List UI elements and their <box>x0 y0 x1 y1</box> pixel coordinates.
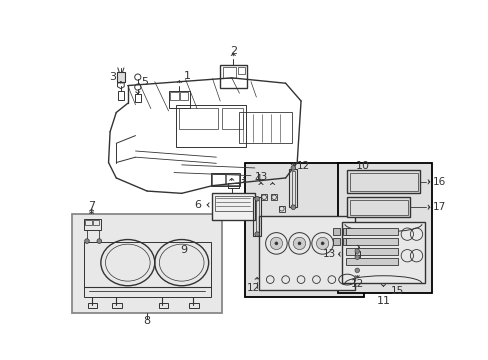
Text: 13: 13 <box>322 249 335 259</box>
Bar <box>84 242 210 297</box>
Bar <box>261 194 266 200</box>
Bar <box>179 108 218 130</box>
Bar <box>278 206 285 212</box>
Circle shape <box>270 237 282 249</box>
Bar <box>346 197 409 217</box>
Bar <box>112 303 122 308</box>
Circle shape <box>354 268 359 273</box>
Circle shape <box>290 166 295 170</box>
Bar <box>270 194 277 200</box>
Bar <box>337 163 431 293</box>
Bar <box>117 72 124 82</box>
Bar <box>345 248 397 255</box>
Text: 12: 12 <box>350 279 363 289</box>
Bar <box>189 303 198 308</box>
Circle shape <box>316 237 328 249</box>
Bar <box>332 228 339 235</box>
Circle shape <box>254 232 259 237</box>
Circle shape <box>293 237 305 249</box>
Bar <box>342 238 349 245</box>
Bar <box>212 174 224 185</box>
Circle shape <box>290 205 295 210</box>
Text: 14: 14 <box>364 242 377 252</box>
Bar <box>180 93 187 100</box>
Bar <box>345 258 397 265</box>
Text: 9: 9 <box>180 244 187 255</box>
Bar <box>87 303 97 308</box>
Bar <box>85 220 92 225</box>
Bar <box>345 238 397 245</box>
Circle shape <box>354 255 359 260</box>
Bar <box>354 251 359 257</box>
Text: 13: 13 <box>254 172 267 182</box>
Text: 16: 16 <box>432 177 445 187</box>
Bar <box>158 303 167 308</box>
Bar <box>349 172 417 191</box>
Bar <box>212 193 254 220</box>
Circle shape <box>297 242 301 245</box>
Text: 8: 8 <box>143 316 150 326</box>
Text: 12: 12 <box>296 161 309 171</box>
Bar <box>345 228 397 235</box>
Bar <box>168 91 190 108</box>
Bar <box>220 65 246 88</box>
Bar <box>214 195 252 211</box>
Bar <box>71 214 221 313</box>
Text: 3: 3 <box>109 72 117 82</box>
Circle shape <box>97 239 102 243</box>
Bar <box>346 170 420 193</box>
Text: 17: 17 <box>432 202 445 212</box>
Bar <box>238 67 244 74</box>
Text: 12: 12 <box>246 283 260 293</box>
Bar <box>226 174 238 185</box>
Text: 10: 10 <box>355 161 369 171</box>
Bar <box>176 105 245 147</box>
Bar <box>258 216 354 289</box>
Text: 11: 11 <box>376 296 390 306</box>
Bar <box>222 67 236 78</box>
Bar <box>341 222 424 283</box>
Bar <box>170 93 179 100</box>
Circle shape <box>321 242 324 245</box>
Bar <box>244 163 364 297</box>
Circle shape <box>254 197 259 201</box>
Text: 4: 4 <box>254 175 261 184</box>
Text: 2: 2 <box>229 46 236 56</box>
Circle shape <box>354 249 359 253</box>
Text: 5: 5 <box>141 77 148 87</box>
Bar <box>84 219 101 230</box>
Circle shape <box>274 242 277 245</box>
Text: 6: 6 <box>194 200 201 210</box>
Text: 1: 1 <box>183 71 190 81</box>
Bar <box>221 108 243 130</box>
Bar <box>349 199 407 215</box>
Bar <box>253 197 261 236</box>
Bar <box>332 238 339 245</box>
Bar <box>135 94 141 102</box>
Circle shape <box>84 239 89 243</box>
Bar <box>255 199 258 233</box>
Bar <box>342 228 349 235</box>
Bar <box>289 169 297 207</box>
Text: 15: 15 <box>390 286 403 296</box>
Bar <box>210 172 240 186</box>
Bar <box>291 171 294 205</box>
Bar <box>118 91 123 100</box>
Bar <box>239 112 291 143</box>
Text: 7: 7 <box>88 202 95 211</box>
Bar <box>93 220 99 225</box>
